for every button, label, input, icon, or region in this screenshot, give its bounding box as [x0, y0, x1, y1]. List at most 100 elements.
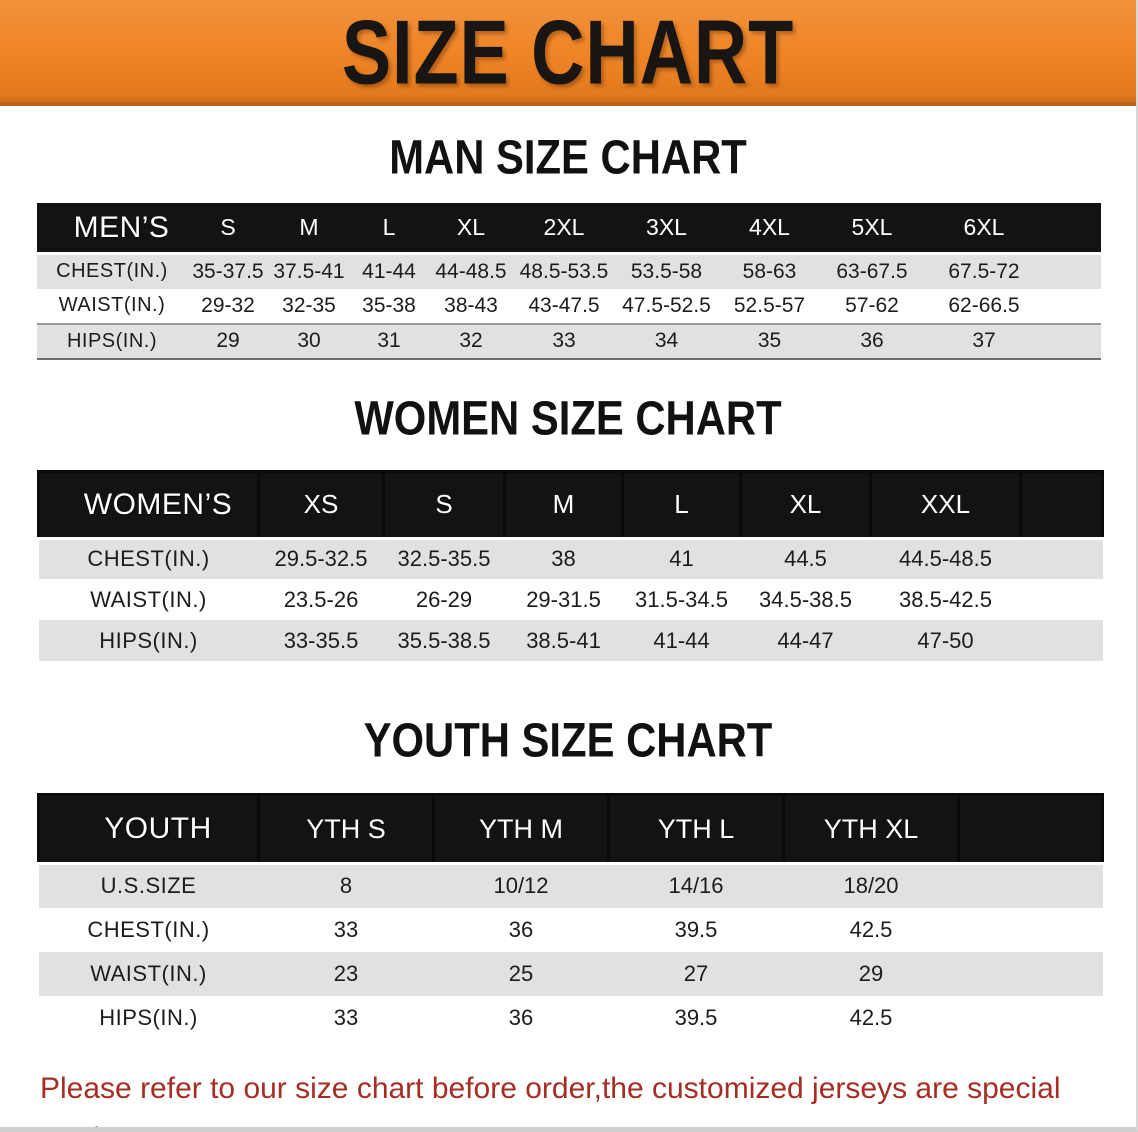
men-waist-row: WAIST(IN.) 29-32 32-35 35-38 38-43 43-47…: [37, 288, 1101, 324]
men-chest-value: 37.5-41: [269, 253, 349, 289]
youth-hips-value: 33: [258, 995, 434, 1040]
youth-size-table: YOUTH YTH S YTH M YTH L YTH XL U.S.SIZE …: [37, 793, 1104, 1040]
men-section-heading: MAN SIZE CHART: [389, 130, 747, 185]
youth-hips-value: 36: [433, 995, 609, 1040]
women-chest-value: 38: [504, 538, 623, 579]
youth-ussize-value: 14/16: [608, 863, 784, 908]
youth-chest-value: 42.5: [783, 907, 959, 952]
women-col-header: M: [503, 469, 624, 540]
row-pad: [1045, 253, 1101, 289]
women-header-row: WOMEN’S XS S M L XL XXL: [37, 469, 1104, 540]
men-chest-value: 63-67.5: [821, 253, 923, 289]
women-hips-value: 35.5-38.5: [383, 620, 505, 661]
youth-col-header: YTH L: [607, 793, 785, 865]
youth-waist-value: 29: [783, 951, 959, 996]
men-section: MAN SIZE CHART MEN’S S M L XL 2XL 3XL 4X…: [0, 130, 1136, 360]
row-label: HIPS(IN.): [38, 620, 259, 661]
men-waist-value: 38-43: [429, 288, 513, 324]
disclaimer-note: Please refer to our size chart before or…: [40, 1064, 1136, 1128]
men-header-pad: [1045, 203, 1101, 255]
men-hips-value: 37: [923, 322, 1045, 359]
row-pad: [958, 995, 1103, 1040]
men-hips-value: 36: [821, 322, 923, 359]
women-hips-value: 38.5-41: [504, 620, 623, 661]
row-label: WAIST(IN.): [37, 288, 187, 324]
youth-waist-value: 27: [608, 951, 784, 996]
men-col-header: XL: [429, 203, 513, 255]
men-hips-value: 31: [349, 322, 429, 359]
women-size-table: WOMEN’S XS S M L XL XXL CHEST(IN.) 29.5-…: [37, 469, 1104, 661]
men-waist-value: 43-47.5: [513, 288, 615, 324]
men-chest-value: 48.5-53.5: [513, 253, 615, 289]
page-title: SIZE CHART: [341, 0, 795, 103]
row-pad: [958, 951, 1103, 996]
youth-col-header: YTH M: [432, 793, 610, 865]
women-hips-value: 33-35.5: [258, 620, 384, 661]
women-waist-value: 34.5-38.5: [740, 579, 871, 620]
men-chest-value: 35-37.5: [187, 253, 269, 289]
women-section: WOMEN SIZE CHART WOMEN’S XS S M L XL XXL: [0, 391, 1136, 661]
men-hips-value: 35: [718, 322, 821, 359]
row-label: WAIST(IN.): [38, 579, 259, 620]
youth-hips-value: 42.5: [783, 995, 959, 1040]
men-chest-value: 67.5-72: [923, 253, 1045, 289]
youth-waist-value: 23: [258, 951, 434, 996]
men-chest-value: 58-63: [718, 253, 821, 289]
women-hips-value: 41-44: [622, 620, 741, 661]
youth-chest-value: 39.5: [608, 907, 784, 952]
men-hips-value: 34: [615, 322, 718, 359]
row-label: HIPS(IN.): [38, 995, 259, 1040]
men-col-header: 4XL: [718, 203, 821, 255]
women-group-label: WOMEN’S: [37, 469, 260, 540]
women-hips-row: HIPS(IN.) 33-35.5 35.5-38.5 38.5-41 41-4…: [38, 620, 1103, 661]
youth-header-pad: [957, 793, 1104, 865]
men-col-header: S: [187, 203, 269, 255]
women-waist-value: 23.5-26: [258, 579, 384, 620]
women-chest-value: 41: [622, 538, 741, 579]
men-chest-row: CHEST(IN.) 35-37.5 37.5-41 41-44 44-48.5…: [37, 253, 1101, 289]
women-chest-value: 44.5: [740, 538, 871, 579]
women-waist-row: WAIST(IN.) 23.5-26 26-29 29-31.5 31.5-34…: [38, 579, 1103, 620]
women-chest-value: 32.5-35.5: [383, 538, 505, 579]
row-pad: [1020, 579, 1103, 620]
women-col-header: XXL: [869, 469, 1022, 540]
women-waist-value: 38.5-42.5: [870, 579, 1021, 620]
women-waist-value: 26-29: [383, 579, 505, 620]
men-hips-row: HIPS(IN.) 29 30 31 32 33 34 35 36 37: [37, 322, 1101, 359]
men-waist-value: 32-35: [269, 288, 349, 324]
men-header-row: MEN’S S M L XL 2XL 3XL 4XL 5XL 6XL: [37, 203, 1101, 255]
row-pad: [1045, 322, 1101, 359]
men-size-table: MEN’S S M L XL 2XL 3XL 4XL 5XL 6XL CHEST…: [37, 203, 1101, 360]
youth-waist-value: 25: [433, 951, 609, 996]
men-chest-value: 41-44: [349, 253, 429, 289]
men-waist-value: 62-66.5: [923, 288, 1045, 324]
men-waist-value: 29-32: [187, 288, 269, 324]
youth-chest-value: 36: [433, 907, 609, 952]
women-waist-value: 29-31.5: [504, 579, 623, 620]
youth-waist-row: WAIST(IN.) 23 25 27 29: [38, 951, 1103, 996]
men-hips-value: 33: [513, 322, 615, 359]
row-label: CHEST(IN.): [38, 907, 259, 952]
women-header-pad: [1019, 469, 1104, 540]
row-pad: [958, 863, 1103, 908]
youth-header-row: YOUTH YTH S YTH M YTH L YTH XL: [37, 793, 1104, 865]
men-col-header: 3XL: [615, 203, 718, 255]
men-waist-value: 52.5-57: [718, 288, 821, 324]
men-col-header: L: [349, 203, 429, 255]
women-section-heading: WOMEN SIZE CHART: [354, 391, 782, 445]
men-col-header: 2XL: [513, 203, 615, 255]
women-waist-value: 31.5-34.5: [622, 579, 741, 620]
men-hips-value: 30: [269, 322, 349, 359]
men-chest-value: 53.5-58: [615, 253, 718, 289]
youth-group-label: YOUTH: [37, 793, 260, 865]
row-pad: [1045, 288, 1101, 324]
youth-section: YOUTH SIZE CHART YOUTH YTH S YTH M YTH L…: [0, 714, 1136, 1040]
row-pad: [1020, 620, 1103, 661]
disclaimer-line-1: Please refer to our size chart before or…: [40, 1071, 1061, 1128]
youth-ussize-value: 18/20: [783, 863, 959, 908]
youth-ussize-value: 10/12: [433, 863, 609, 908]
youth-hips-row: HIPS(IN.) 33 36 39.5 42.5: [38, 995, 1103, 1040]
youth-col-header: YTH XL: [782, 793, 960, 865]
banner: SIZE CHART: [0, 0, 1136, 106]
women-col-header: XS: [257, 469, 385, 540]
